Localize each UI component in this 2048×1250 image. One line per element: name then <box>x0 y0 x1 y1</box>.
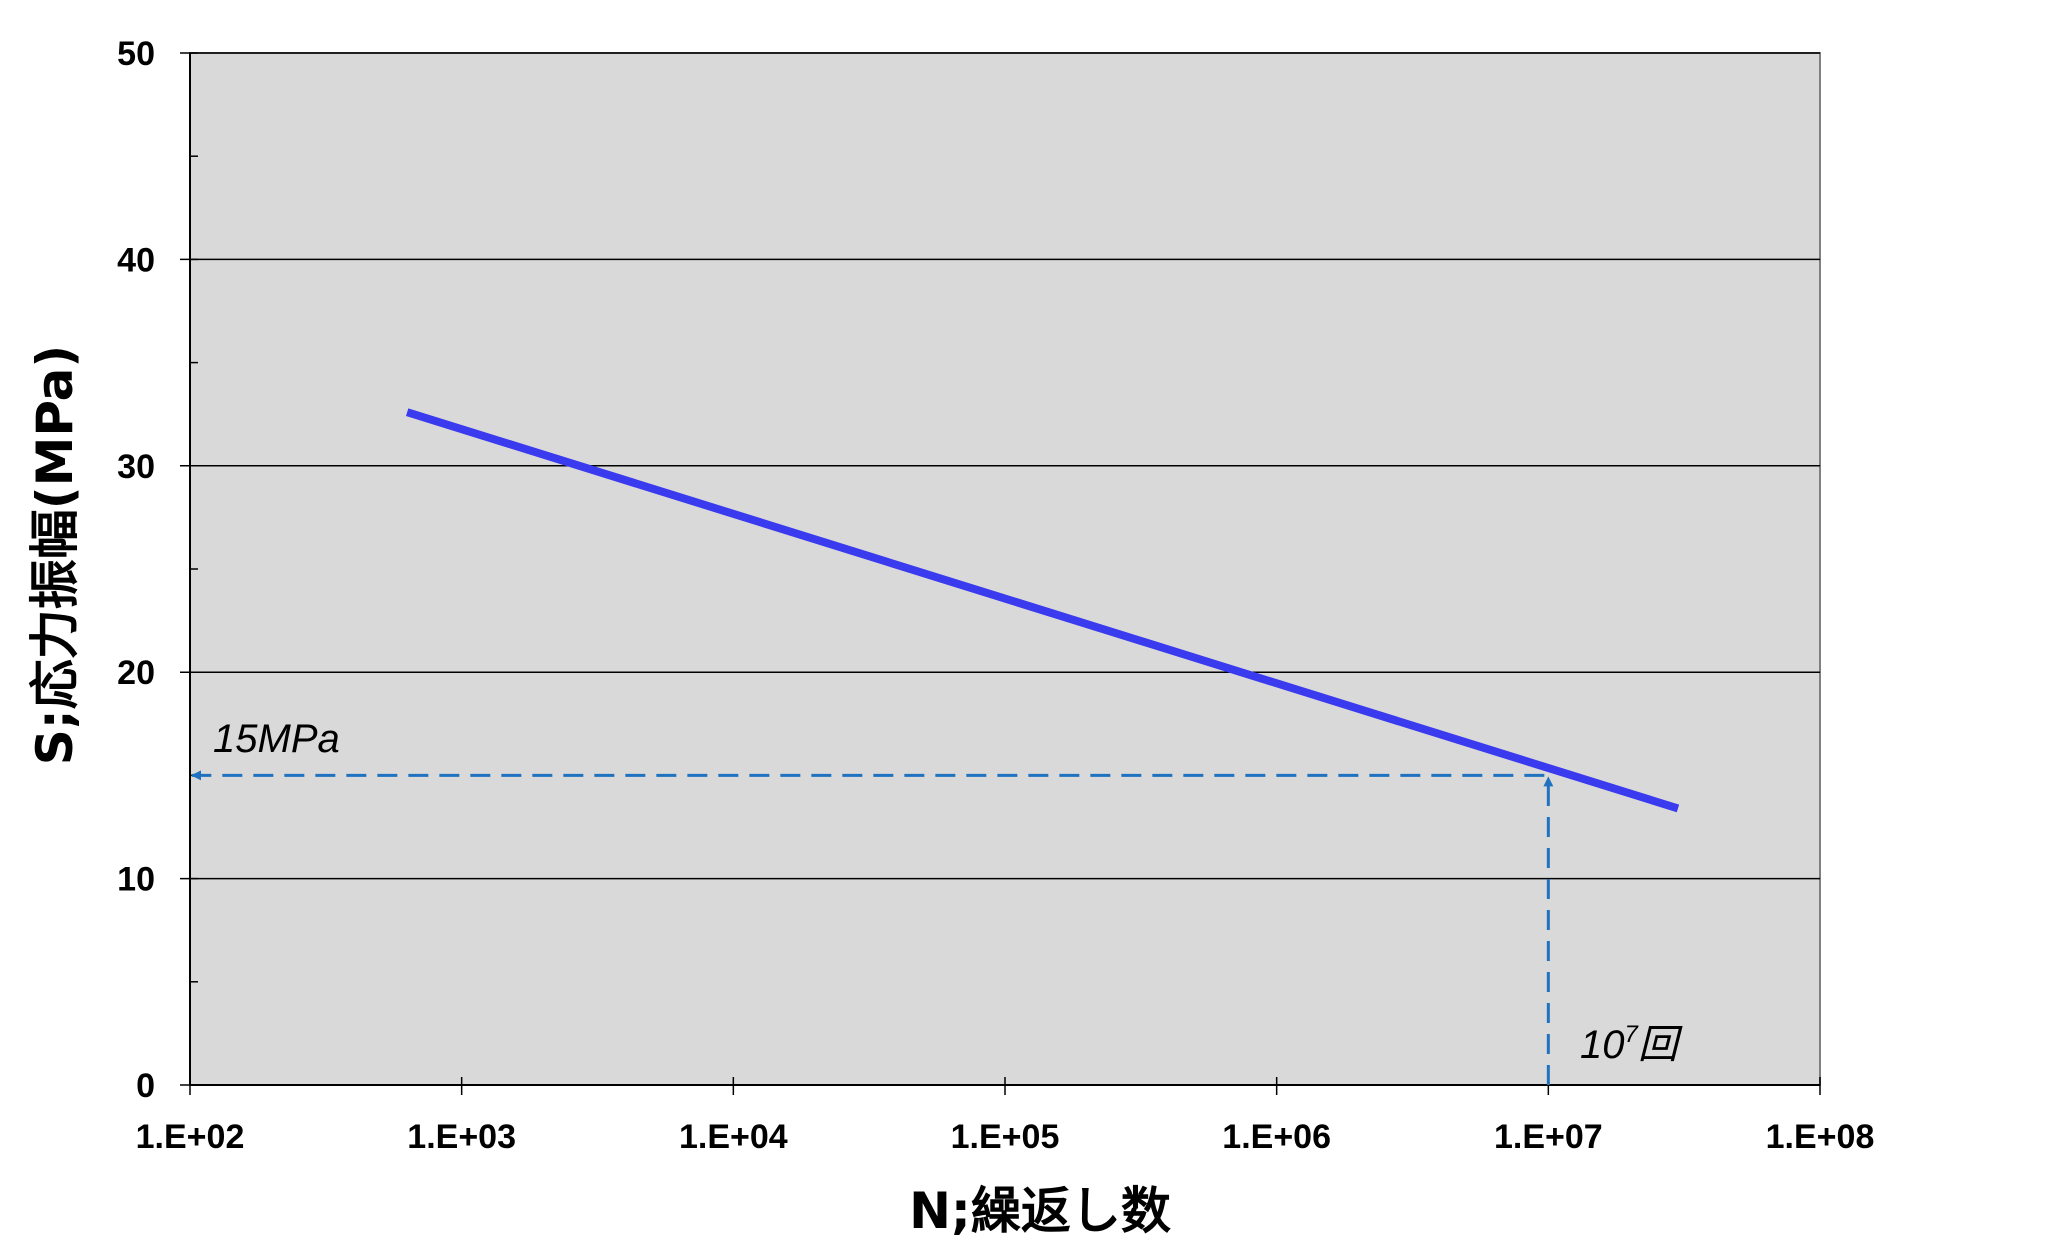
x-tick-label: 1.E+04 <box>679 1118 788 1156</box>
y-gridlines <box>190 52 1820 880</box>
plot-area <box>189 52 1821 1086</box>
y-tick-label: 30 <box>117 448 155 486</box>
x-tick-label: 1.E+07 <box>1494 1118 1603 1156</box>
x-axis-title: N;繰返し数 <box>909 1182 1171 1240</box>
cycles-annotation-exponent: 7 <box>1625 1021 1640 1048</box>
cycles-annotation: 107回 <box>1580 1021 1683 1067</box>
x-tick-label: 1.E+05 <box>951 1118 1060 1156</box>
series-line <box>405 408 1680 813</box>
y-tick-label: 40 <box>117 241 155 279</box>
series-group <box>405 408 1680 813</box>
cycles-annotation-base: 10 <box>1580 1023 1625 1067</box>
y-axis-title: S;応力振幅(MPa) <box>26 345 84 766</box>
y-tick-label: 50 <box>117 35 155 73</box>
x-tick-label: 1.E+08 <box>1766 1118 1875 1156</box>
reference-lines <box>191 770 1554 1085</box>
x-tick-label: 1.E+02 <box>136 1118 245 1156</box>
stress-annotation: 15MPa <box>213 717 340 761</box>
x-axis-ticks: 1.E+02 1.E+03 1.E+04 1.E+05 1.E+06 1.E+07 1.E+… <box>136 1077 1875 1156</box>
y-axis-ticks: 0 10 20 30 40 50 <box>117 35 198 1105</box>
y-tick-label: 20 <box>117 654 155 692</box>
cycles-annotation-unit: 回 <box>1638 1023 1683 1067</box>
x-tick-label: 1.E+06 <box>1222 1118 1331 1156</box>
y-tick-label: 10 <box>117 861 155 899</box>
x-tick-label: 1.E+03 <box>407 1118 516 1156</box>
y-tick-label: 0 <box>136 1067 155 1105</box>
